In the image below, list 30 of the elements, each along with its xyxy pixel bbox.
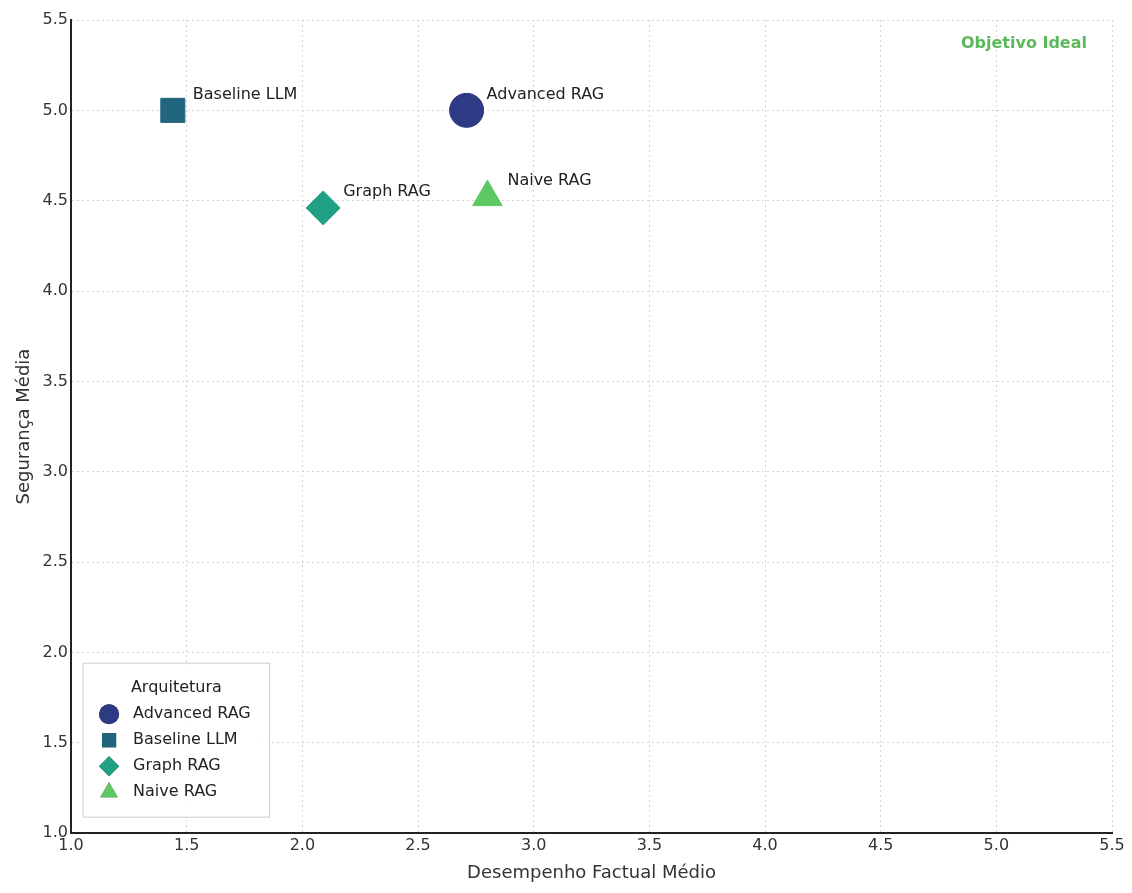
text: Baseline LLM	[192, 83, 298, 103]
x-tick-label: 2.0	[289, 834, 316, 854]
y-tick-label: 4.0	[42, 280, 69, 300]
x-tick-label: 3.0	[520, 834, 547, 854]
y-tick-label: 1.5	[42, 732, 69, 751]
y-tick-label: 2.0	[42, 641, 69, 661]
x-tick-label: 1.5	[173, 834, 200, 854]
y-tick-label: 4.5	[42, 189, 69, 209]
x-axis-title: Desempenho Factual Médio	[467, 860, 716, 882]
legend-title: Arquitetura	[130, 677, 222, 697]
legend-label: Baseline LLM	[133, 729, 238, 749]
y-tick-label: 3.5	[42, 370, 69, 390]
x-tick-label: 4.5	[867, 834, 894, 854]
y-tick-label: 5.5	[42, 9, 69, 29]
x-tick-label: 3.5	[636, 834, 663, 854]
legend-label: Graph RAG	[133, 755, 221, 775]
x-tick-label: 4.0	[752, 834, 778, 854]
y-axis-title: Segurança Média	[12, 348, 34, 505]
y-tick-label: 2.5	[42, 551, 69, 571]
x-tick-label: 5.0	[983, 834, 1010, 854]
x-tick-label: 5.5	[1099, 834, 1125, 854]
legend-label: Naive RAG	[133, 781, 218, 801]
text: Naive RAG	[507, 170, 592, 190]
x-tick-label: 2.5	[405, 834, 431, 854]
legend-label: Advanced RAG	[133, 703, 251, 723]
y-tick-label: 5.0	[42, 99, 69, 119]
annotation: Objetivo Ideal	[960, 33, 1087, 53]
text: Graph RAG	[343, 181, 431, 201]
y-tick-label: 3.0	[42, 460, 69, 480]
text: Advanced RAG	[486, 83, 605, 103]
